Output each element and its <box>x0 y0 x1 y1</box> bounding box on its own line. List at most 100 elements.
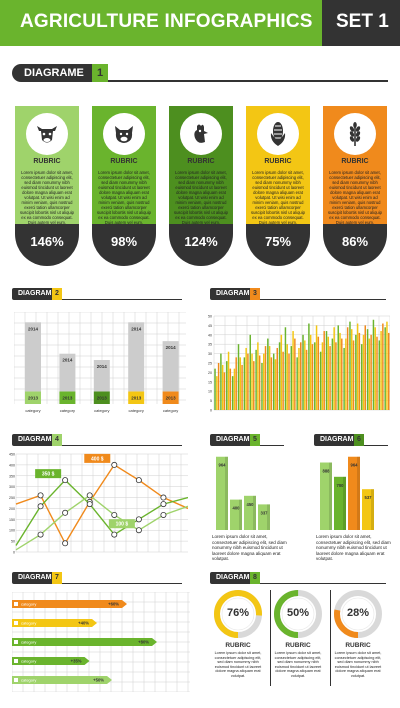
bar-label: 700 <box>337 483 345 488</box>
cow-icon <box>34 123 60 145</box>
data-point <box>86 501 93 508</box>
bar-marker <box>14 621 18 625</box>
rubric-card: RUBRIC Lorem ipsum dolor sit amet, consec… <box>323 106 387 266</box>
bar <box>284 327 287 410</box>
bar <box>263 353 265 410</box>
bar <box>314 342 316 410</box>
tick-label: 10 <box>208 390 212 394</box>
bar-label: +40% <box>78 621 89 626</box>
data-point <box>160 494 167 501</box>
data-point <box>111 511 118 518</box>
bar <box>355 334 357 410</box>
bar <box>290 346 293 410</box>
card-rubric: RUBRIC <box>341 158 369 165</box>
bar <box>261 363 263 410</box>
bar-shade <box>357 456 360 530</box>
tick-label: 350 <box>9 474 15 478</box>
card-text: Lorem ipsum dolor sit amet, consectetuer… <box>251 170 305 225</box>
bar-label: 400 <box>233 506 241 511</box>
bar <box>368 338 371 410</box>
section-4-number: 4 <box>52 434 62 446</box>
bar <box>323 331 325 410</box>
bar-arrow <box>152 638 157 646</box>
tick-label: 0 <box>13 551 15 555</box>
bar <box>305 349 308 410</box>
bar <box>267 338 269 410</box>
bar <box>304 340 306 410</box>
tick-label: 15 <box>208 380 212 384</box>
bar <box>258 504 270 530</box>
callout-label: 100 $ <box>116 522 129 528</box>
callout-box <box>108 519 135 529</box>
card-rubric: RUBRIC <box>264 158 292 165</box>
bar <box>220 353 222 410</box>
category-label: category <box>21 659 36 664</box>
tick-label: 45 <box>208 324 212 328</box>
bar <box>343 347 345 410</box>
bar <box>93 391 110 404</box>
bar-label: 2014 <box>131 326 142 331</box>
bar <box>282 351 284 410</box>
bar-label: +60% <box>108 602 119 607</box>
bar-arrow <box>122 600 127 608</box>
bar <box>221 364 224 410</box>
bar <box>12 657 85 665</box>
section-6-tag: DIAGRAME <box>314 434 358 446</box>
card-text: Lorem ipsum dolor sit amet, consectetuer… <box>174 170 228 225</box>
tick-label: 5 <box>210 399 212 403</box>
bar <box>331 338 334 410</box>
ring-note: Lorem ipsum dolor sit amet, consectetuer… <box>214 651 262 678</box>
bar <box>245 347 247 410</box>
bar <box>231 376 234 410</box>
bar <box>345 338 347 410</box>
bar-marker <box>14 602 18 606</box>
bar-shade <box>225 456 228 530</box>
tick-label: 35 <box>208 343 212 347</box>
bar <box>292 331 294 410</box>
rooster-icon <box>188 122 214 146</box>
ring-chart <box>274 590 322 638</box>
bar-label: 888 <box>323 469 331 474</box>
bar <box>288 353 290 410</box>
bar <box>25 322 41 392</box>
card-icon-circle <box>180 113 222 155</box>
tick-label: category <box>25 408 40 413</box>
page-title: AGRICULTURE INFOGRAPHICS <box>20 11 313 32</box>
bar-marker <box>14 659 18 663</box>
bar <box>278 342 281 410</box>
bar-label: 2014 <box>62 358 73 363</box>
bar <box>319 351 322 410</box>
bar <box>337 325 339 410</box>
bar-shade <box>329 462 332 530</box>
ring-percent: 76% <box>226 607 250 619</box>
data-point <box>160 501 167 508</box>
diagram-5-note: Lorem ipsum dolor sit amet, consectetuer… <box>212 534 287 561</box>
section-2-tag: DIAGRAME <box>12 288 56 300</box>
data-point <box>62 540 69 547</box>
section-1-tag: DIAGRAME <box>12 64 92 82</box>
bar <box>335 342 337 410</box>
bar <box>216 456 228 530</box>
bar <box>25 391 41 404</box>
section-8-number: 8 <box>250 572 260 584</box>
rubric-card: RUBRIC Lorem ipsum dolor sit amet, consec… <box>246 106 310 266</box>
card-percent: 86% <box>323 224 387 266</box>
bar-arrow <box>84 657 90 665</box>
data-point <box>111 531 118 538</box>
tick-label: 25 <box>208 362 212 366</box>
ring-percent: 28% <box>346 607 370 619</box>
section-3-number: 3 <box>250 288 260 300</box>
bar <box>253 361 255 410</box>
corn-icon <box>266 121 290 147</box>
tick-label: category <box>163 408 178 413</box>
ring-rubric: RUBRIC <box>345 642 371 649</box>
bar-label: 537 <box>365 495 373 500</box>
bar-label: 2013 <box>28 396 39 401</box>
bar <box>162 391 179 404</box>
bar <box>93 360 110 392</box>
ring-rubric: RUBRIC <box>225 642 251 649</box>
section-1-rule <box>108 80 388 82</box>
tick-label: 50 <box>11 540 15 544</box>
bar <box>348 456 360 530</box>
wheat-icon <box>344 121 366 147</box>
